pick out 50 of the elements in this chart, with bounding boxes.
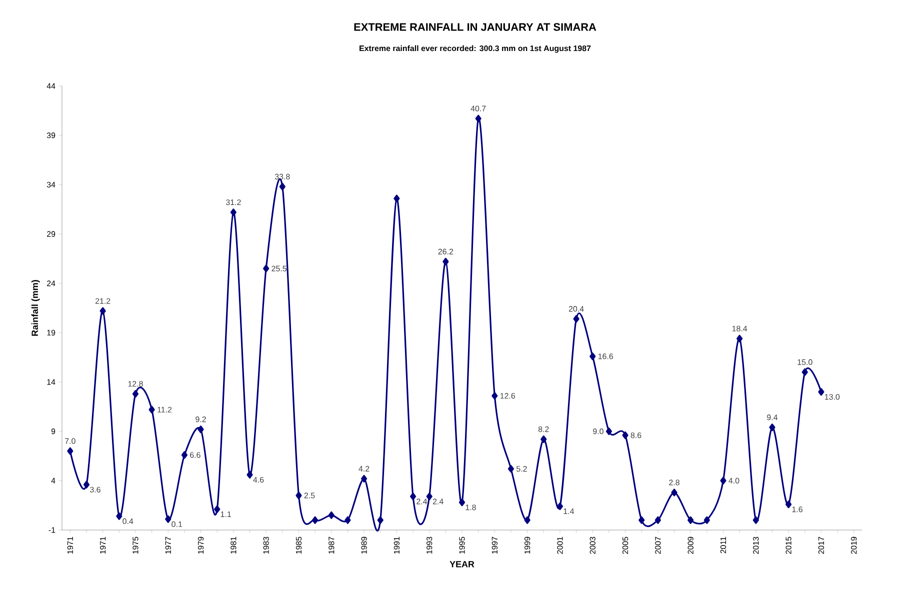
point [279,182,286,190]
point [720,476,726,484]
point [540,435,547,444]
point [508,465,514,473]
point [394,194,400,202]
point [116,512,122,520]
point [426,492,432,500]
point [638,516,645,524]
point [802,368,808,376]
point [198,426,204,434]
point [442,258,449,266]
point [328,511,334,519]
point [769,424,776,432]
point [132,390,139,398]
point [344,516,351,524]
point [214,505,220,514]
point [312,516,318,524]
point [458,498,466,506]
point [704,516,710,524]
point [83,480,90,488]
point [736,334,743,342]
y-axis-title: Rainfall (mm) [31,280,40,336]
point [573,315,580,323]
point [475,114,482,122]
point [165,515,172,523]
point [377,516,384,524]
point [100,307,106,315]
point [148,406,155,414]
point [671,488,678,496]
point [296,492,302,500]
point [818,388,824,396]
point [785,500,792,508]
chart-title: EXTREME RAINFALL IN JANUARY AT SIMARA [354,23,596,31]
point [410,492,416,500]
point [492,392,498,400]
point [606,428,612,436]
point [181,451,188,459]
point [556,502,564,510]
point [246,470,253,479]
point [752,516,759,524]
point [622,431,628,440]
point [67,447,74,455]
point [230,208,236,216]
point [360,474,368,482]
point [590,352,596,360]
x-axis-title: YEAR [450,561,474,568]
point [688,516,694,524]
point [263,264,270,272]
point [524,516,530,524]
point [654,516,661,524]
